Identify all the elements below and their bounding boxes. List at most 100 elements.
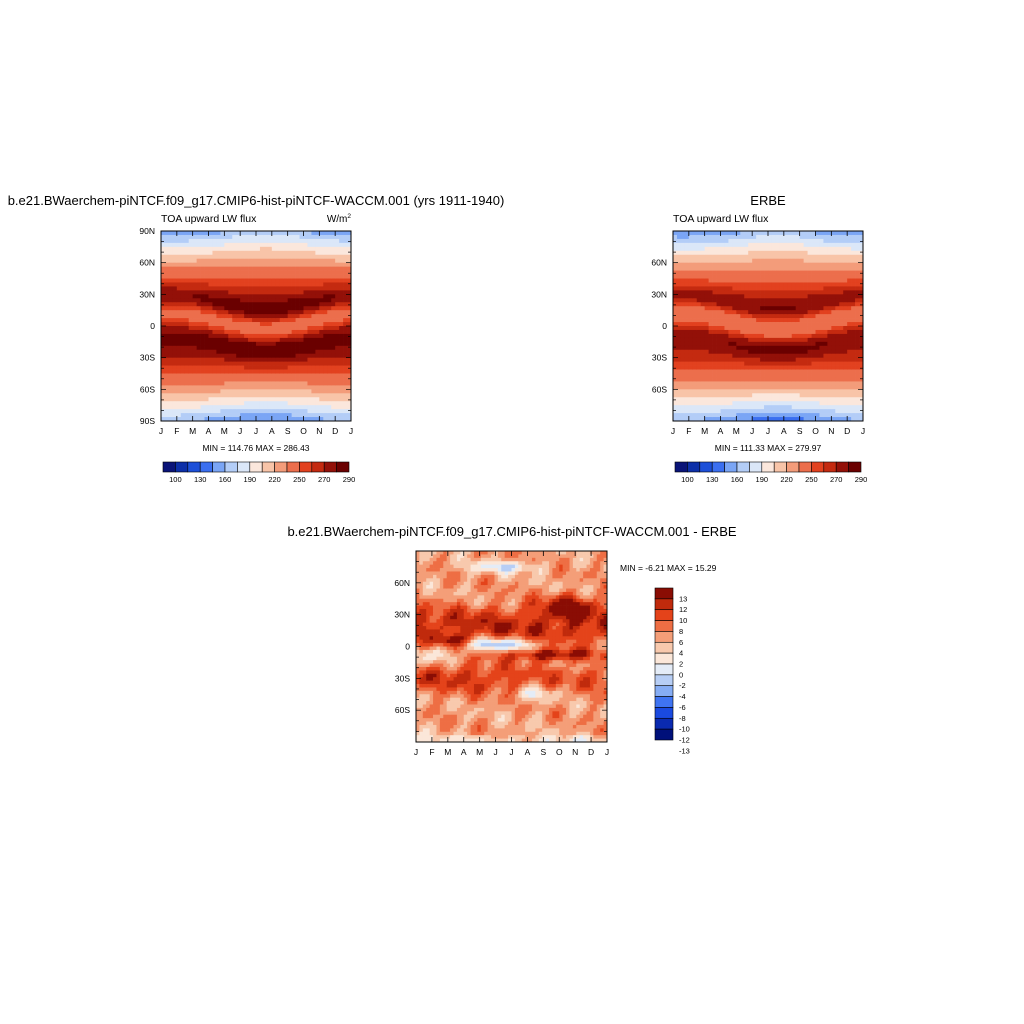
contour-cell [676,234,682,240]
contour-cell [331,333,336,339]
contour-cell [168,401,174,406]
contour-cell [315,397,320,402]
contour-cell [716,381,721,386]
contour-cell [263,409,269,414]
contour-cell [343,242,348,248]
x-tick-label: J [159,426,163,436]
contour-cell [807,369,812,374]
contour-cell [422,660,427,664]
contour-cell [176,286,182,291]
contour-cell [775,361,781,366]
contour-cell [803,357,808,362]
contour-cell [783,254,789,260]
contour-cell [200,401,205,406]
contour-cell [180,278,186,283]
contour-cell [244,270,249,275]
contour-cell [791,405,797,410]
contour-cell [680,365,686,370]
contour-cell [256,341,261,347]
contour-cell [823,266,828,271]
contour-cell [783,258,789,264]
contour-cell [184,231,190,236]
contour-cell [311,385,316,390]
contour-cell [732,310,737,315]
contour-cell [196,353,201,359]
contour-cell [700,306,706,311]
contour-cell [799,322,804,327]
contour-cell [728,365,733,370]
contour-cell [303,266,308,271]
contour-cell [688,294,694,299]
contour-cell [728,270,733,275]
contour-cell [180,238,186,244]
contour-cell [228,274,233,279]
contour-cell [748,333,753,339]
contour-cell [331,286,336,291]
contour-cell [252,250,257,256]
contour-cell [275,409,281,414]
contour-cell [331,413,336,418]
contour-cell [323,234,328,240]
contour-cell [347,409,352,414]
contour-cell [835,231,840,236]
contour-cell [228,302,233,307]
contour-cell [799,413,804,418]
contour-cell [803,369,808,374]
contour-cell [180,270,186,275]
contour-cell [676,357,682,362]
contour-cell [204,238,209,244]
contour-cell [764,329,769,335]
contour-cell [331,302,336,307]
contour-cell [259,286,265,291]
contour-cell [327,373,332,378]
contour-cell [240,329,245,335]
colorbar-swatch [711,461,725,473]
contour-cell [295,302,300,307]
contour-cell [422,690,427,695]
contour-cell [256,361,261,366]
contour-cell [161,397,166,402]
contour-cell [795,377,801,382]
contour-cell [343,349,348,355]
contour-cell [164,365,170,370]
contour-cell [752,258,757,264]
contour-cell [791,345,797,351]
contour-cell [673,353,678,359]
contour-cell [696,405,702,410]
contour-cell [700,405,706,410]
contour-cell [803,250,808,256]
contour-cell [799,329,804,335]
contour-cell [204,373,209,378]
contour-cell [811,302,816,307]
contour-cell [700,294,706,299]
contour-cell [680,417,686,422]
contour-cell [835,357,840,362]
contour-cell [419,568,424,572]
contour-cell [287,377,292,382]
contour-cell [416,626,420,630]
contour-cell [252,298,257,303]
contour-cell [823,337,828,343]
contour-cell [248,286,253,291]
contour-cell [422,666,427,671]
contour-cell [787,369,793,374]
contour-cell [184,365,190,370]
contour-cell [287,250,292,256]
contour-cell [244,231,249,236]
contour-cell [764,274,769,279]
contour-cell [760,389,765,394]
contour-cell [779,389,785,394]
contour-cell [712,302,717,307]
contour-cell [843,231,848,236]
contour-cell [259,310,265,315]
contour-cell [259,266,265,271]
contour-cell [331,322,336,327]
contour-cell [779,409,785,414]
contour-cell [267,302,273,307]
contour-cell [680,405,686,410]
contour-cell [823,385,828,390]
contour-cell [783,353,789,359]
contour-cell [748,298,753,303]
contour-cell [188,409,194,414]
contour-cell [708,290,713,295]
